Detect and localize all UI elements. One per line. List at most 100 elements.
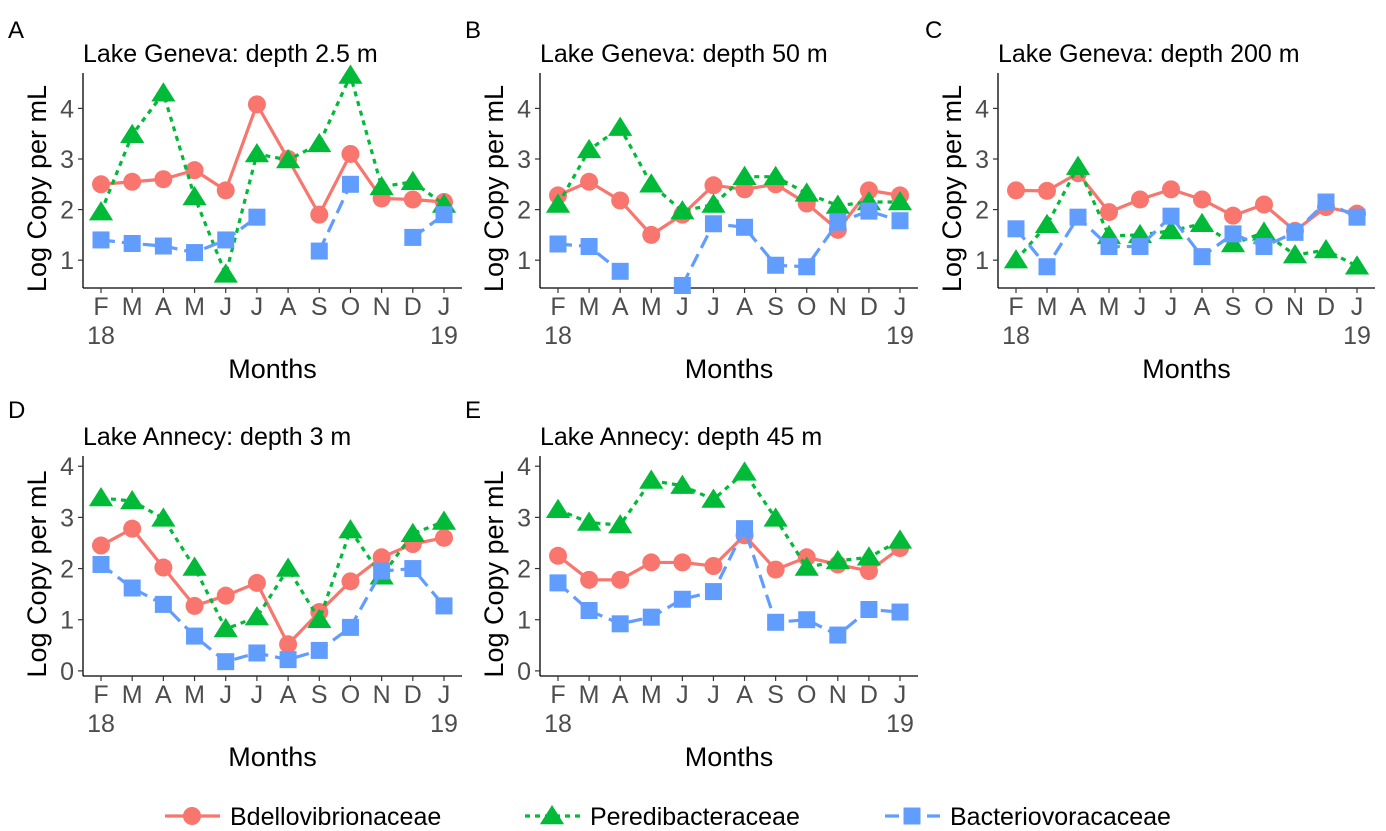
series-line [100, 496, 445, 631]
data-point [673, 553, 692, 572]
data-point [1282, 244, 1308, 264]
data-point [1007, 181, 1025, 200]
data-point [217, 231, 235, 249]
data-point [1317, 193, 1335, 211]
data-point [701, 193, 726, 213]
series-bacteriovoracaceae [1007, 193, 1366, 276]
data-point [732, 165, 757, 185]
x-tick-label: J [894, 293, 907, 321]
x-tick-label: A [280, 681, 297, 709]
data-point [182, 556, 207, 576]
x-tick-label: O [797, 293, 816, 321]
series-bdellovibrionaceae [92, 519, 453, 654]
data-point [608, 514, 633, 534]
x-tick-label: A [155, 681, 172, 709]
x-tick-label: M [184, 293, 205, 321]
data-point [213, 263, 238, 283]
x-tick-label: M [579, 681, 600, 709]
data-point [186, 244, 204, 262]
y-tick-label: 2 [517, 197, 531, 225]
x-tick-label: A [155, 293, 172, 321]
data-point [123, 519, 142, 538]
data-point [185, 161, 204, 180]
data-point [120, 123, 145, 143]
data-point [1255, 195, 1273, 214]
panel-letter: D [8, 397, 25, 424]
data-point [123, 172, 142, 191]
data-point [642, 553, 661, 572]
data-point [763, 165, 788, 185]
data-point [1034, 213, 1060, 234]
series-line [557, 470, 901, 570]
data-point [576, 511, 602, 531]
data-point [182, 185, 207, 206]
data-point [120, 490, 145, 510]
x-tick-label: J [707, 293, 720, 321]
data-point [1100, 238, 1118, 256]
x-tick-label: N [829, 681, 847, 709]
data-point [639, 173, 664, 193]
series-bacteriovoracaceae [549, 202, 909, 294]
legend-label: Peredibacteraceae [590, 803, 800, 831]
data-point [400, 522, 425, 543]
y-tick-label: 0 [60, 658, 74, 686]
data-point [859, 562, 878, 581]
legend-item-bdellovibrionaceae: Bdellovibrionaceae [165, 803, 441, 831]
y-tick-label: 3 [517, 146, 531, 174]
data-point [891, 603, 909, 621]
data-point [611, 615, 629, 633]
data-point [670, 200, 695, 220]
y-tick-label: 2 [60, 556, 74, 584]
data-point [580, 570, 599, 589]
y-tick-label: 2 [517, 556, 531, 584]
data-point [798, 258, 816, 276]
data-point [1007, 220, 1025, 238]
data-point [1220, 232, 1246, 253]
data-point [673, 276, 691, 294]
x-tick-label: O [341, 293, 360, 321]
series-line [556, 527, 901, 637]
x-tick-label: J [438, 293, 451, 321]
data-point [185, 596, 204, 615]
data-point [92, 175, 110, 194]
data-point [248, 208, 266, 226]
data-point [92, 231, 110, 249]
x-tick-label: J [676, 681, 689, 709]
panel-title: Lake Geneva: depth 200 m [998, 40, 1300, 68]
data-point [217, 653, 235, 671]
x-axis-label: Months [228, 354, 317, 384]
data-point [1224, 225, 1242, 243]
data-point [1286, 223, 1304, 241]
x-tick-label: M [1037, 293, 1058, 321]
legend-label: Bdellovibrionaceae [230, 803, 441, 831]
x-tick-label: S [311, 293, 328, 321]
x-axis-label: Months [228, 742, 317, 772]
x-tick-label: S [311, 681, 328, 709]
data-point [1162, 207, 1180, 225]
y-tick-label: 3 [60, 146, 74, 174]
data-point [338, 64, 363, 84]
x-tick-label: M [641, 681, 662, 709]
data-point [216, 586, 235, 605]
series-bdellovibrionaceae [549, 172, 909, 244]
y-tick-label: 1 [60, 247, 74, 275]
data-point [1255, 238, 1273, 256]
x-tick-label: F [550, 681, 565, 709]
y-tick-label: 4 [60, 453, 74, 481]
year-label-start: 18 [544, 710, 572, 738]
x-tick-label: N [373, 681, 391, 709]
data-point [887, 191, 913, 211]
series-bacteriovoracaceae [549, 520, 909, 644]
data-point [275, 557, 301, 577]
data-point [611, 262, 629, 280]
data-point [794, 556, 819, 576]
year-label-start: 18 [87, 710, 115, 738]
data-point [123, 234, 141, 252]
data-point [154, 558, 173, 577]
data-point [373, 562, 391, 580]
legend-triangle-marker [539, 805, 565, 825]
data-point [154, 595, 172, 613]
data-point [244, 606, 270, 626]
